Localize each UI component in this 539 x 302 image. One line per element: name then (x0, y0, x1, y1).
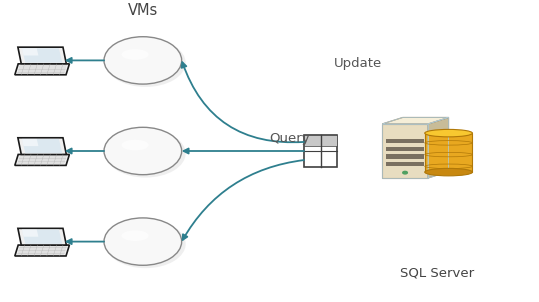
Polygon shape (18, 47, 66, 64)
Ellipse shape (121, 49, 149, 60)
Polygon shape (386, 162, 424, 166)
Ellipse shape (104, 127, 182, 175)
Polygon shape (15, 245, 70, 256)
Polygon shape (386, 154, 424, 159)
Ellipse shape (106, 39, 185, 87)
Polygon shape (18, 228, 66, 245)
Polygon shape (22, 48, 63, 63)
Ellipse shape (104, 37, 182, 84)
Polygon shape (18, 138, 66, 154)
Polygon shape (22, 230, 38, 237)
Text: SQL Server: SQL Server (399, 267, 474, 280)
Ellipse shape (121, 140, 149, 150)
Ellipse shape (425, 129, 472, 137)
Polygon shape (15, 64, 70, 75)
Polygon shape (425, 133, 472, 172)
Ellipse shape (106, 220, 185, 268)
Polygon shape (15, 154, 70, 165)
Polygon shape (22, 230, 63, 244)
Ellipse shape (104, 218, 182, 265)
Text: VMs: VMs (128, 3, 158, 18)
Text: Query: Query (270, 132, 310, 146)
FancyBboxPatch shape (304, 135, 337, 146)
Polygon shape (382, 124, 428, 178)
Polygon shape (22, 48, 38, 56)
Circle shape (403, 171, 407, 174)
Polygon shape (22, 139, 63, 153)
Text: Update: Update (334, 57, 383, 70)
Ellipse shape (425, 169, 472, 176)
Ellipse shape (106, 129, 185, 178)
Polygon shape (22, 139, 38, 146)
Polygon shape (382, 117, 448, 124)
FancyBboxPatch shape (304, 135, 337, 167)
Polygon shape (428, 117, 448, 178)
Polygon shape (386, 147, 424, 151)
Ellipse shape (121, 230, 149, 241)
Polygon shape (386, 139, 424, 143)
